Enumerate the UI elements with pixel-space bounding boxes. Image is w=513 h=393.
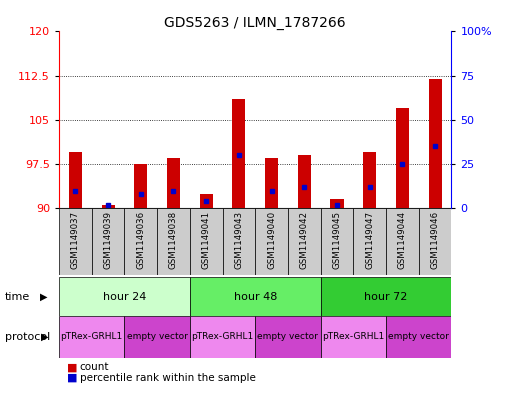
Bar: [223, 208, 255, 275]
Text: GSM1149038: GSM1149038: [169, 211, 178, 270]
Bar: [321, 277, 451, 316]
Text: pTRex-GRHL1: pTRex-GRHL1: [61, 332, 123, 342]
Bar: [190, 208, 223, 275]
Bar: [255, 316, 321, 358]
Text: GSM1149037: GSM1149037: [71, 211, 80, 270]
Text: GSM1149045: GSM1149045: [332, 211, 342, 270]
Bar: [396, 108, 409, 208]
Text: time: time: [5, 292, 30, 302]
Text: GSM1149043: GSM1149043: [234, 211, 243, 270]
Bar: [59, 208, 92, 275]
Bar: [363, 152, 376, 208]
Bar: [92, 208, 125, 275]
Bar: [298, 155, 311, 208]
Bar: [134, 164, 147, 208]
Text: count: count: [80, 362, 109, 373]
Bar: [167, 158, 180, 208]
Bar: [321, 316, 386, 358]
Text: GSM1149039: GSM1149039: [104, 211, 112, 269]
Text: ▶: ▶: [42, 332, 49, 342]
Bar: [190, 316, 255, 358]
Bar: [157, 208, 190, 275]
Bar: [353, 208, 386, 275]
Text: empty vector: empty vector: [258, 332, 319, 342]
Bar: [330, 200, 344, 208]
Text: ■: ■: [67, 373, 77, 383]
Text: hour 72: hour 72: [364, 292, 408, 302]
Text: protocol: protocol: [5, 332, 50, 342]
Bar: [232, 99, 245, 208]
Bar: [59, 277, 190, 316]
Text: GSM1149047: GSM1149047: [365, 211, 374, 270]
Bar: [124, 316, 190, 358]
Bar: [124, 208, 157, 275]
Bar: [321, 208, 353, 275]
Bar: [386, 208, 419, 275]
Text: hour 48: hour 48: [233, 292, 277, 302]
Text: ■: ■: [67, 362, 77, 373]
Text: empty vector: empty vector: [388, 332, 449, 342]
Text: GSM1149046: GSM1149046: [430, 211, 440, 270]
Bar: [386, 316, 451, 358]
Text: GSM1149036: GSM1149036: [136, 211, 145, 270]
Text: GSM1149044: GSM1149044: [398, 211, 407, 270]
Bar: [190, 277, 321, 316]
Text: empty vector: empty vector: [127, 332, 188, 342]
Text: ▶: ▶: [40, 292, 47, 302]
Text: pTRex-GRHL1: pTRex-GRHL1: [322, 332, 384, 342]
Bar: [265, 158, 278, 208]
Bar: [59, 316, 124, 358]
Text: pTRex-GRHL1: pTRex-GRHL1: [191, 332, 253, 342]
Text: GSM1149041: GSM1149041: [202, 211, 211, 270]
Bar: [200, 193, 213, 208]
Text: hour 24: hour 24: [103, 292, 146, 302]
Text: percentile rank within the sample: percentile rank within the sample: [80, 373, 255, 383]
Text: GDS5263 / ILMN_1787266: GDS5263 / ILMN_1787266: [164, 16, 346, 30]
Text: GSM1149040: GSM1149040: [267, 211, 276, 270]
Bar: [69, 152, 82, 208]
Bar: [255, 208, 288, 275]
Bar: [419, 208, 451, 275]
Bar: [102, 205, 114, 208]
Text: GSM1149042: GSM1149042: [300, 211, 309, 270]
Bar: [288, 208, 321, 275]
Bar: [428, 79, 442, 208]
